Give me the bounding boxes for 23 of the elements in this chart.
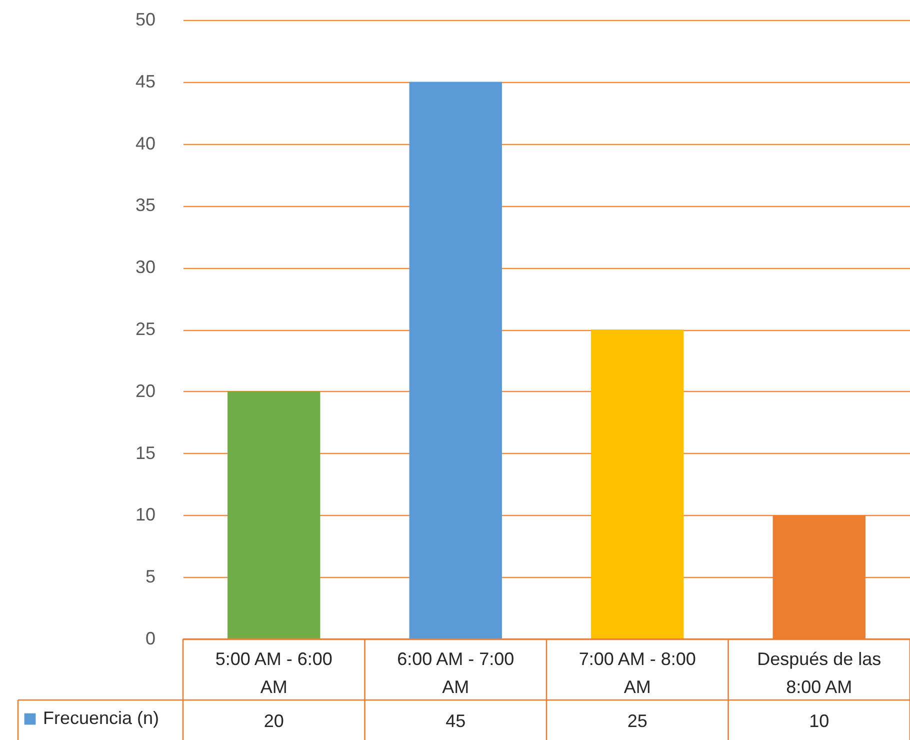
data-label: 10 xyxy=(809,711,830,731)
data-label: 20 xyxy=(264,711,284,731)
x-tick-label: 6:00 AM - 7:00 AM xyxy=(397,649,514,697)
y-tick-label: 50 xyxy=(135,10,156,30)
bar xyxy=(228,391,320,639)
legend-label: Frecuencia (n) xyxy=(43,708,160,728)
y-tick-label: 0 xyxy=(145,628,156,648)
x-tick-label: Después de las 8:00 AM xyxy=(757,649,882,697)
y-tick-label: 40 xyxy=(135,133,156,154)
x-tick-label: 7:00 AM - 8:00 AM xyxy=(578,649,696,697)
y-tick-label: 45 xyxy=(135,71,156,92)
bar xyxy=(591,330,684,639)
y-tick-label: 20 xyxy=(135,380,156,401)
y-tick-label: 30 xyxy=(135,257,156,278)
y-tick-label: 25 xyxy=(135,319,156,339)
y-tick-label: 5 xyxy=(145,566,156,587)
y-tick-label: 15 xyxy=(135,442,156,463)
data-label: 45 xyxy=(446,711,466,731)
y-tick-label: 35 xyxy=(135,195,156,216)
y-tick-label: 10 xyxy=(135,504,156,525)
bar xyxy=(409,82,502,639)
data-label: 25 xyxy=(627,711,648,731)
x-tick-label: 5:00 AM - 6:00 AM xyxy=(215,649,332,697)
